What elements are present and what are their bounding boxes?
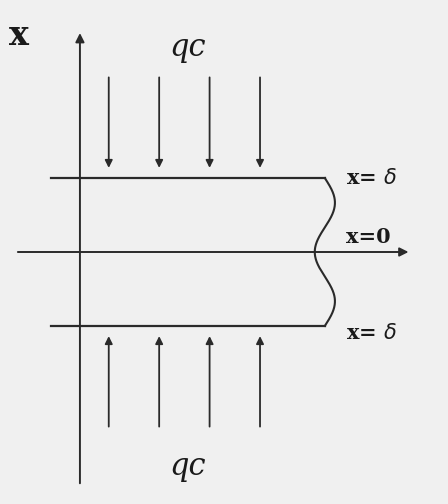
Text: qc: qc (170, 32, 206, 63)
Text: x: x (9, 19, 29, 52)
Text: qc: qc (170, 451, 206, 482)
Text: x=0: x=0 (346, 227, 391, 247)
Text: x= $\delta$: x= $\delta$ (346, 168, 397, 188)
Text: x= $\delta$: x= $\delta$ (346, 323, 397, 343)
